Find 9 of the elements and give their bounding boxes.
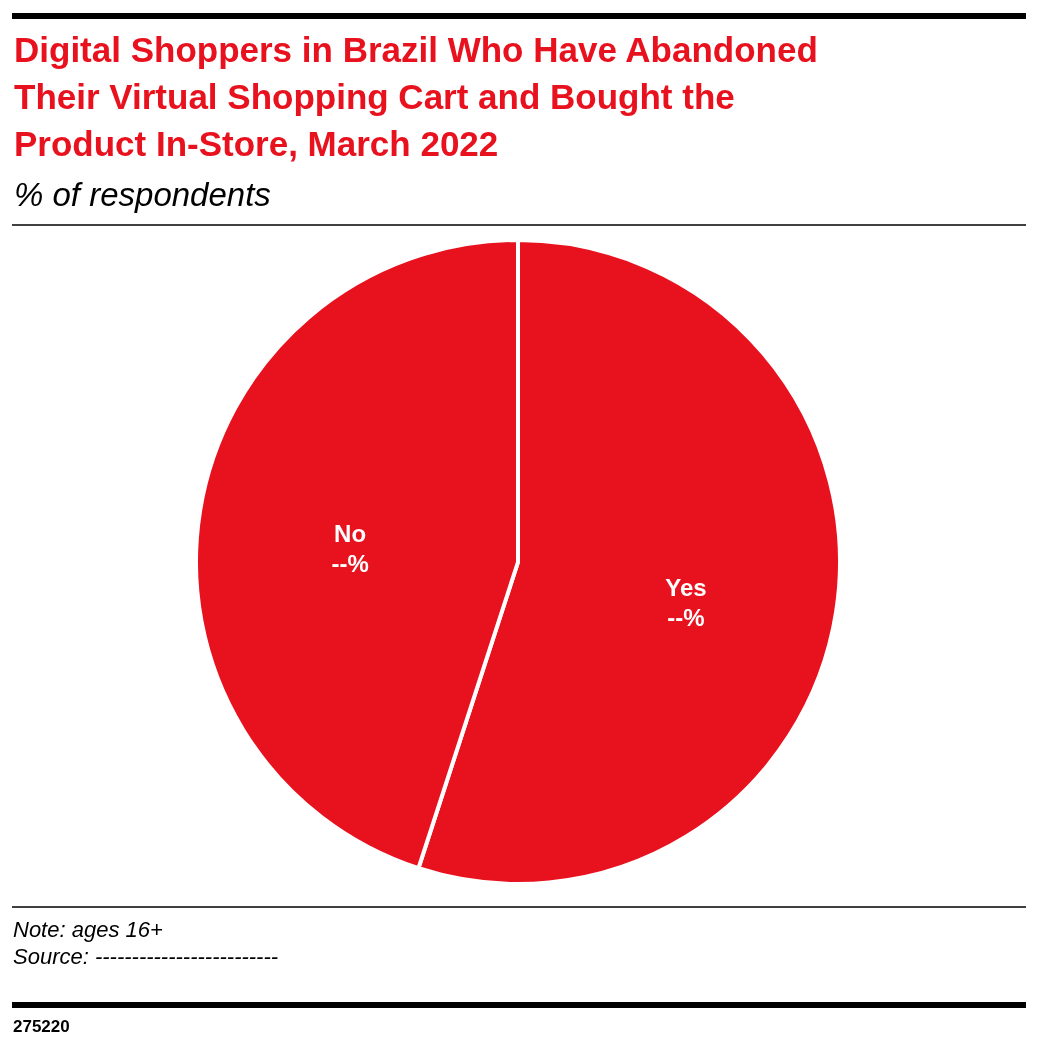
chart-title: Digital Shoppers in Brazil Who Have Abandoned Their Virtual Shopping Cart and Bought the Product In-Store, March 2022: [14, 30, 818, 163]
slice-label: Yes: [665, 573, 707, 601]
source-note: Source: -------------------------: [13, 944, 279, 969]
chart-subtitle: % of respondents: [14, 176, 271, 213]
slice-label: No: [334, 520, 367, 548]
text: 275220: [13, 1017, 70, 1036]
text: Note: ages 16+: [13, 917, 163, 942]
data-label: --%: [331, 550, 369, 578]
data-label: --%: [667, 603, 705, 631]
